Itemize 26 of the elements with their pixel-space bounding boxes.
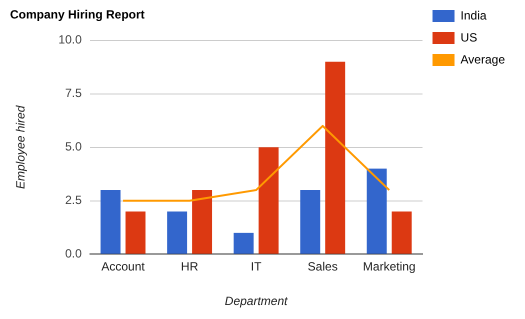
legend-label: Average <box>460 52 506 66</box>
bar <box>258 147 279 254</box>
bar <box>366 168 387 254</box>
x-tick-label: Sales <box>308 260 338 274</box>
bar <box>167 211 188 254</box>
y-tick-label: 10.0 <box>58 32 82 47</box>
x-tick-label: HR <box>180 260 199 274</box>
chart-title: Company Hiring Report <box>10 8 145 22</box>
bar <box>100 190 121 254</box>
x-tick-label: IT <box>250 260 262 274</box>
bar <box>300 190 320 254</box>
y-axis-title: Employee hired <box>14 105 28 189</box>
y-tick-label: 7.5 <box>65 86 82 100</box>
x-axis-title: Department <box>224 294 288 308</box>
bar <box>234 232 254 254</box>
y-tick-label: 2.5 <box>65 193 82 208</box>
y-tick-label: 0.0 <box>65 246 82 261</box>
bar <box>126 211 146 254</box>
legend-label: US <box>460 30 478 44</box>
x-tick-label: Marketing <box>362 260 416 274</box>
bar <box>192 190 212 254</box>
bar <box>392 211 412 254</box>
x-tick-label: Account <box>101 260 146 274</box>
y-tick-label: 5.0 <box>65 140 82 154</box>
bar <box>325 62 346 254</box>
legend-label: India <box>460 8 487 22</box>
